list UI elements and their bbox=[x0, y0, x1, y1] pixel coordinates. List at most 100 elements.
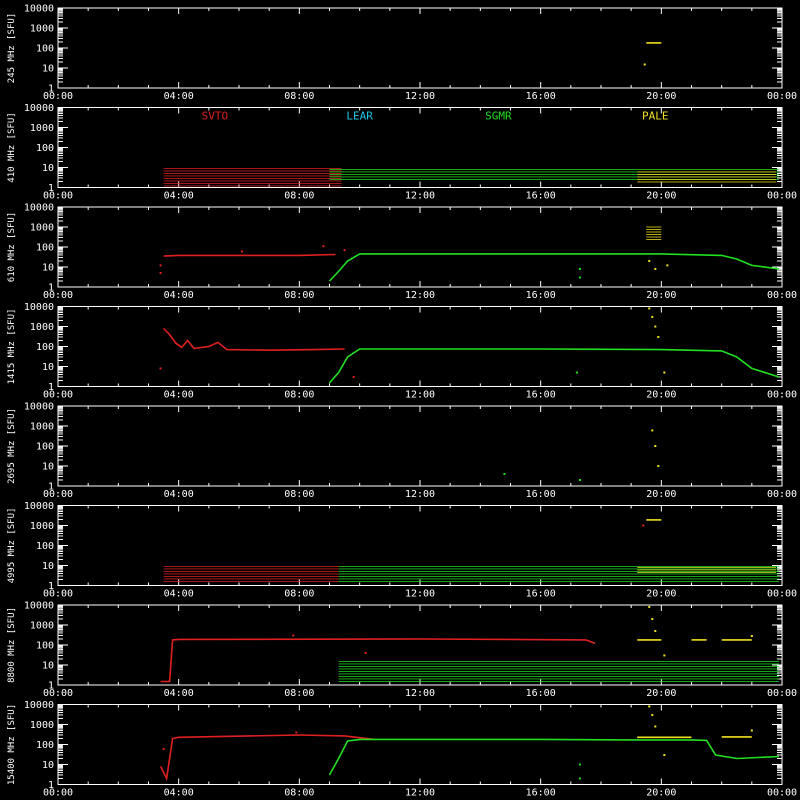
y-tick-label: 1000 bbox=[30, 521, 54, 532]
x-tick-label: 00:00 bbox=[43, 91, 73, 102]
x-tick-label: 12:00 bbox=[405, 390, 435, 401]
x-tick-label: 00:00 bbox=[43, 290, 73, 301]
data-point bbox=[663, 654, 666, 657]
panel-frame bbox=[57, 306, 783, 387]
series-pale bbox=[637, 605, 753, 657]
x-tick-label: 08:00 bbox=[284, 489, 314, 500]
x-tick-label: 12:00 bbox=[405, 788, 435, 799]
series-sgmr bbox=[328, 738, 780, 780]
x-tick-label: 04:00 bbox=[164, 688, 194, 699]
series-pale bbox=[643, 42, 662, 66]
y-tick-label: 1000 bbox=[30, 24, 54, 35]
data-point bbox=[654, 325, 657, 328]
y-tick-label: 10000 bbox=[24, 4, 54, 15]
x-tick-label: 00:00 bbox=[43, 688, 73, 699]
data-point bbox=[159, 367, 162, 370]
y-tick-label: 10000 bbox=[24, 501, 54, 512]
data-point bbox=[364, 651, 367, 654]
series-svto bbox=[159, 245, 346, 275]
y-tick-label: 1000 bbox=[30, 720, 54, 731]
y-tick-label: 1 bbox=[48, 283, 54, 294]
x-tick-label: 08:00 bbox=[284, 290, 314, 301]
x-tick-label: 20:00 bbox=[646, 688, 676, 699]
x-tick-label: 04:00 bbox=[164, 91, 194, 102]
x-tick-label: 04:00 bbox=[164, 290, 194, 301]
x-tick-label: 12:00 bbox=[405, 290, 435, 301]
series-line bbox=[328, 738, 780, 776]
data-point bbox=[642, 524, 645, 527]
data-point bbox=[295, 731, 298, 734]
x-tick-label: 04:00 bbox=[164, 589, 194, 600]
x-tick-label: 08:00 bbox=[284, 788, 314, 799]
data-point bbox=[654, 630, 657, 633]
y-axis-label: 610 MHz [SFU] bbox=[7, 212, 17, 282]
series-pale bbox=[637, 519, 776, 573]
x-tick-label: 20:00 bbox=[646, 589, 676, 600]
x-tick-label: 00:00 bbox=[767, 589, 797, 600]
x-tick-label: 12:00 bbox=[405, 91, 435, 102]
panel-frame bbox=[57, 206, 783, 288]
legend-sgmr: SGMR bbox=[485, 110, 512, 123]
series-pale bbox=[646, 226, 669, 270]
x-tick-label: 20:00 bbox=[646, 489, 676, 500]
series-sgmr bbox=[328, 348, 780, 384]
data-point bbox=[663, 753, 666, 756]
x-tick-label: 16:00 bbox=[526, 390, 556, 401]
series-line bbox=[159, 734, 375, 782]
series-pale bbox=[637, 705, 753, 756]
y-tick-label: 10 bbox=[42, 263, 54, 274]
x-tick-label: 12:00 bbox=[405, 688, 435, 699]
y-tick-label: 10 bbox=[42, 661, 54, 672]
data-point bbox=[651, 429, 654, 432]
y-tick-label: 100 bbox=[36, 342, 54, 353]
x-tick-label: 00:00 bbox=[43, 489, 73, 500]
data-point bbox=[651, 713, 654, 716]
y-tick-label: 100 bbox=[36, 442, 54, 453]
data-point bbox=[654, 267, 657, 270]
y-tick-label: 10000 bbox=[24, 402, 54, 413]
x-tick-label: 00:00 bbox=[767, 390, 797, 401]
y-tick-label: 1 bbox=[48, 780, 54, 791]
x-tick-label: 00:00 bbox=[767, 91, 797, 102]
y-tick-label: 1 bbox=[48, 482, 54, 493]
x-tick-label: 08:00 bbox=[284, 191, 314, 202]
x-tick-label: 16:00 bbox=[526, 688, 556, 699]
y-axis-label: 245 MHz [SFU] bbox=[7, 13, 17, 83]
x-tick-label: 16:00 bbox=[526, 489, 556, 500]
data-point bbox=[651, 315, 654, 318]
data-point bbox=[648, 307, 651, 310]
data-point bbox=[292, 634, 295, 637]
panel-frame bbox=[57, 704, 783, 785]
y-tick-label: 1000 bbox=[30, 123, 54, 134]
y-tick-label: 10 bbox=[42, 362, 54, 373]
y-tick-label: 100 bbox=[36, 541, 54, 552]
x-tick-label: 08:00 bbox=[284, 688, 314, 699]
x-tick-label: 20:00 bbox=[646, 91, 676, 102]
y-tick-label: 100 bbox=[36, 143, 54, 154]
data-point bbox=[352, 375, 355, 378]
data-point bbox=[578, 763, 581, 766]
x-tick-label: 00:00 bbox=[43, 390, 73, 401]
y-tick-label: 10000 bbox=[24, 302, 54, 313]
y-tick-label: 1 bbox=[48, 581, 54, 592]
series-line bbox=[328, 348, 780, 384]
x-tick-label: 00:00 bbox=[767, 191, 797, 202]
y-tick-label: 100 bbox=[36, 641, 54, 652]
x-tick-label: 04:00 bbox=[164, 191, 194, 202]
x-tick-label: 12:00 bbox=[405, 589, 435, 600]
x-tick-label: 00:00 bbox=[767, 788, 797, 799]
data-point bbox=[343, 249, 346, 252]
y-tick-label: 100 bbox=[36, 243, 54, 254]
y-axis-label: 4995 MHz [SFU] bbox=[7, 508, 17, 584]
data-point bbox=[654, 445, 657, 447]
y-tick-label: 10 bbox=[42, 760, 54, 771]
x-tick-label: 16:00 bbox=[526, 589, 556, 600]
series-sgmr bbox=[328, 253, 780, 282]
y-tick-label: 1000 bbox=[30, 621, 54, 632]
series-sgmr bbox=[503, 472, 581, 481]
x-tick-label: 16:00 bbox=[526, 91, 556, 102]
